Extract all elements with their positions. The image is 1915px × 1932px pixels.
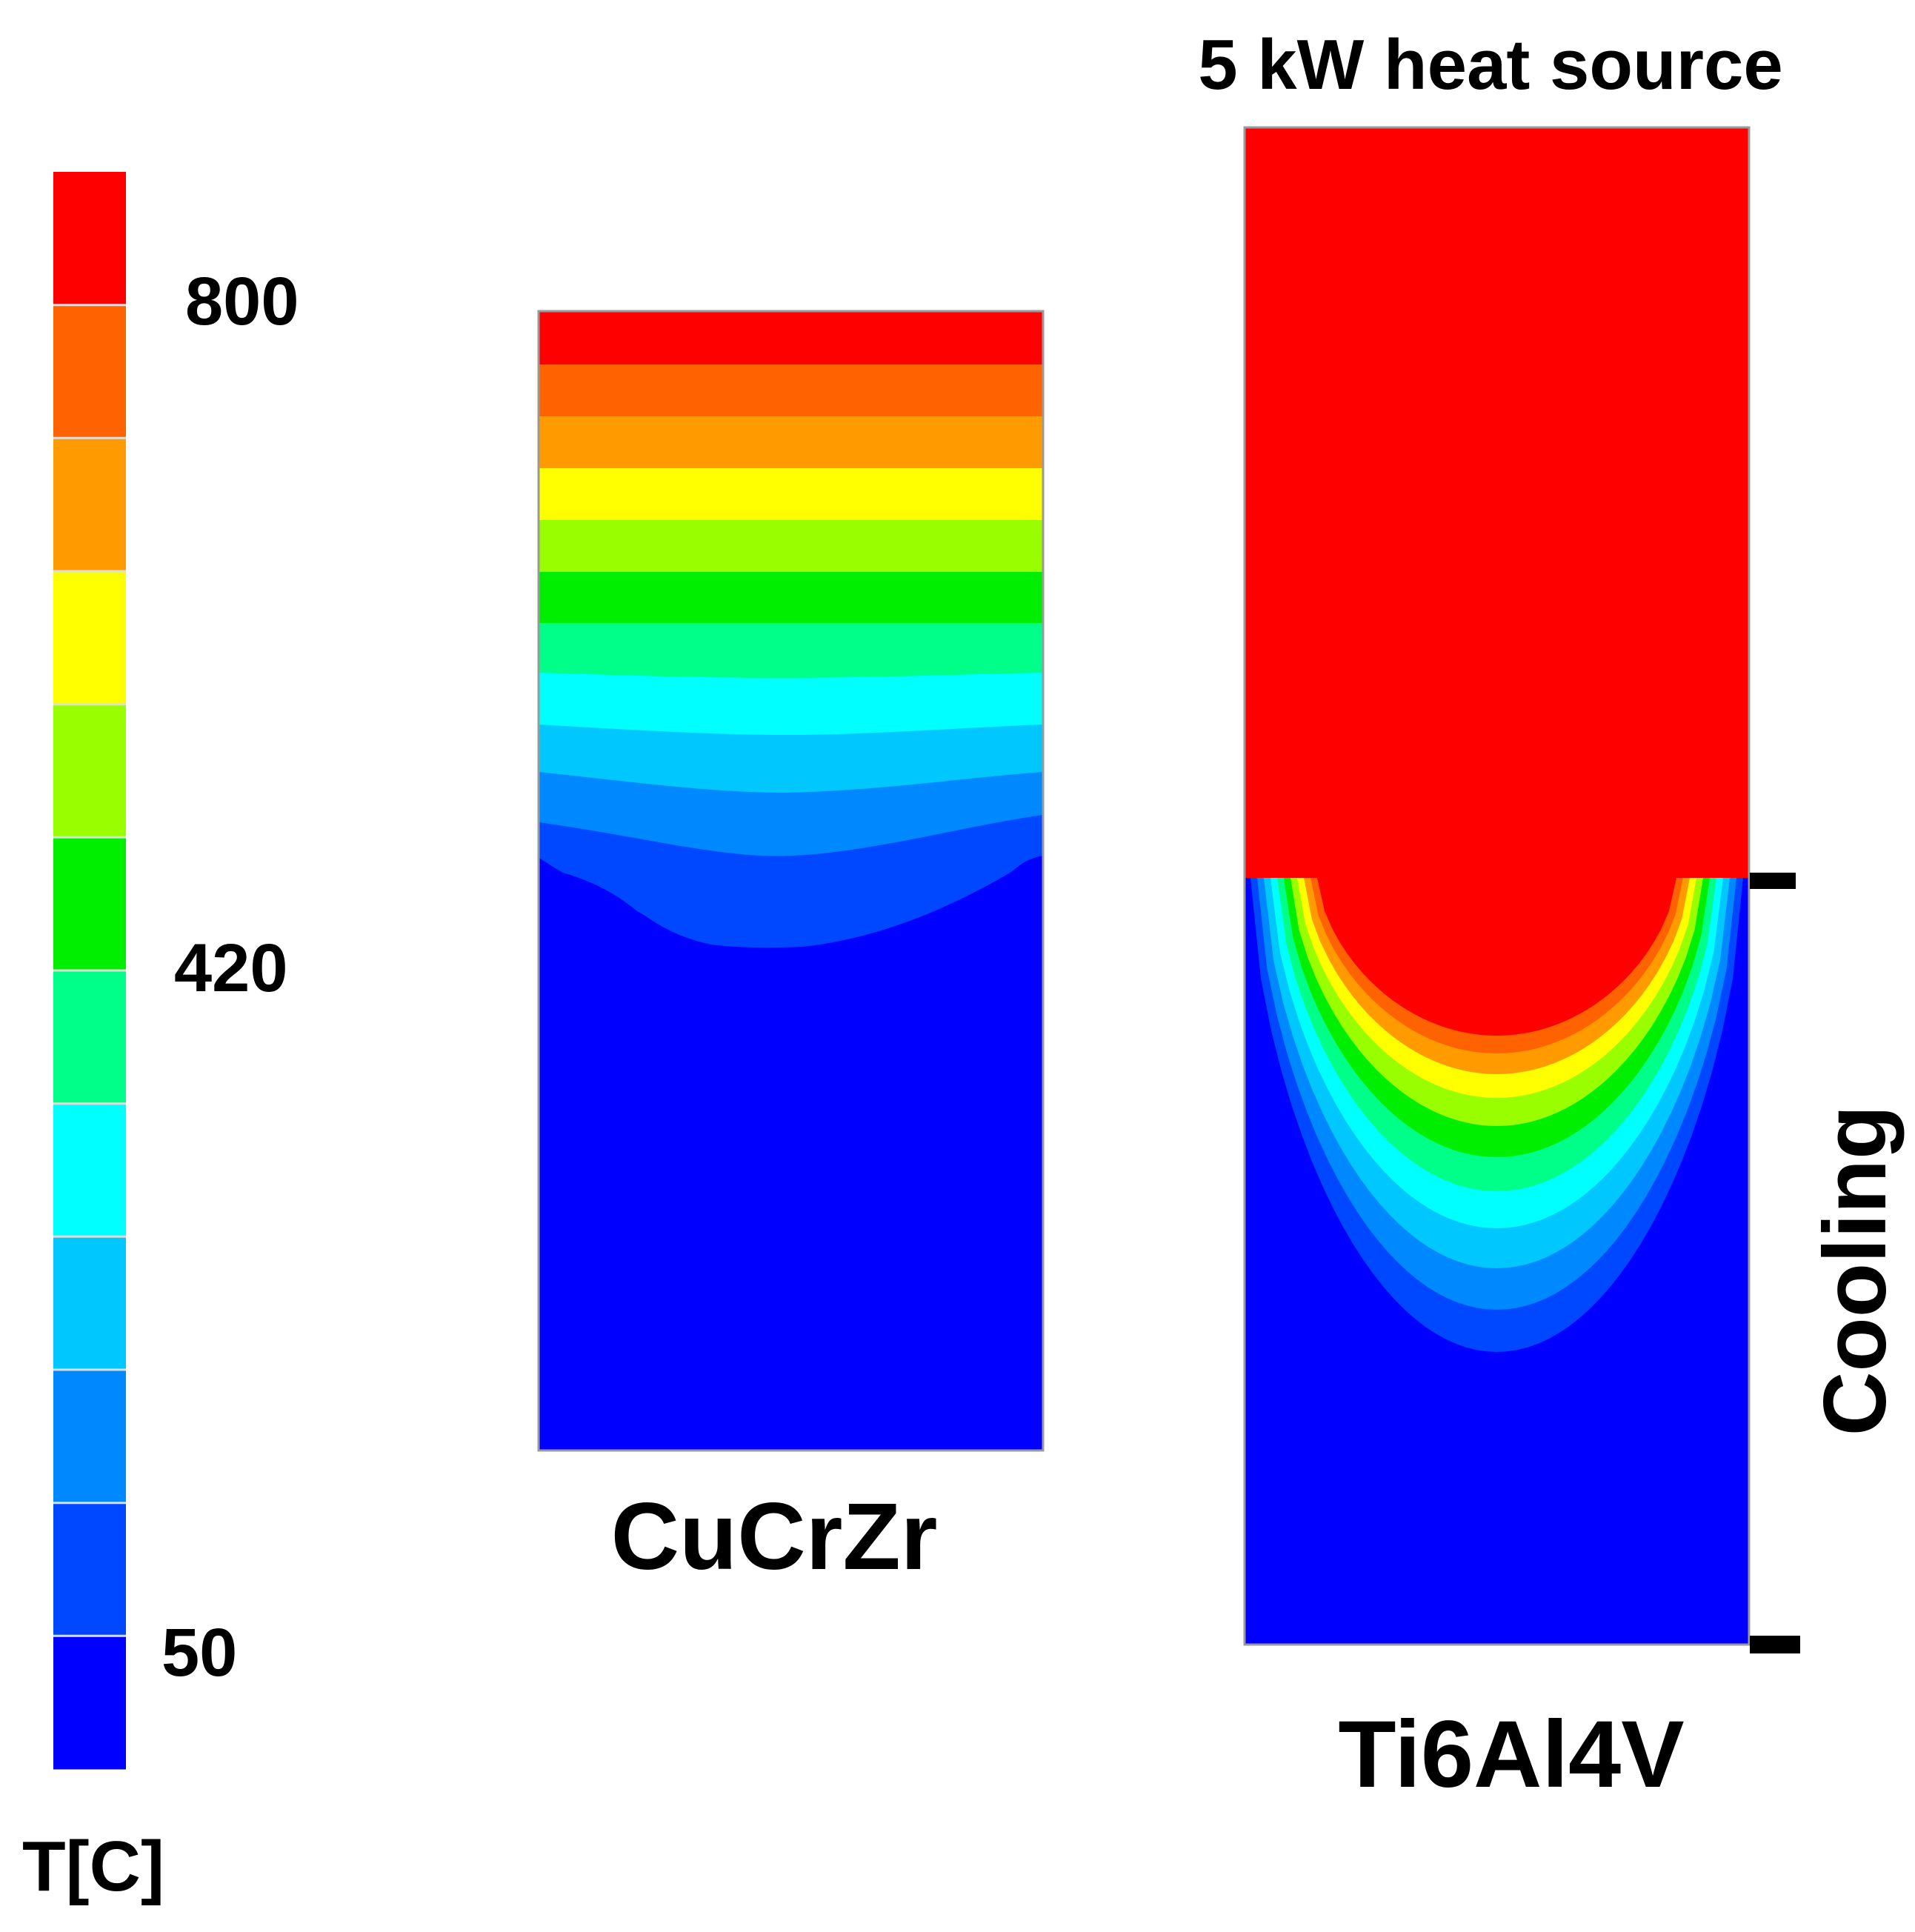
colorbar-band-7 (53, 1103, 126, 1237)
colorbar-band-3 (53, 571, 126, 705)
colorbar-band-9 (53, 1370, 126, 1504)
colorbar-unit-label: T[C] (22, 1827, 164, 1906)
colorbar-tick-800: 800 (185, 264, 299, 339)
colorbar-bands (53, 172, 126, 1770)
ti6al4v-label: Ti6Al4V (1338, 1702, 1684, 1808)
cooling-zone-top-marker (1750, 873, 1796, 889)
cucrzr-band-0 (539, 311, 1043, 364)
cooling-annotation: Cooling (1750, 873, 1905, 1653)
colorbar-band-0 (53, 172, 126, 306)
cucrzr-outline (537, 310, 1045, 1452)
cooling-label: Cooling (1805, 1105, 1905, 1436)
ti6al4v-band-0 (1245, 127, 1749, 1036)
cucrzr-contour-panel: CuCrZr (537, 310, 1045, 1590)
colorbar: 800 420 50 T[C] (22, 172, 299, 1906)
ti6al4v-outline (1243, 126, 1751, 1646)
colorbar-band-10 (53, 1502, 126, 1636)
colorbar-tick-50: 50 (161, 1615, 237, 1691)
colorbar-band-2 (53, 438, 126, 572)
colorbar-band-5 (53, 837, 126, 971)
colorbar-band-6 (53, 970, 126, 1105)
ti6al4v-contour-panel: 5 kW heat source Ti6Al4V (1198, 25, 1783, 1808)
colorbar-band-4 (53, 704, 126, 838)
colorbar-tick-420: 420 (174, 930, 288, 1006)
colorbar-band-1 (53, 304, 126, 439)
colorbar-band-11 (53, 1636, 126, 1770)
cucrzr-label: CuCrZr (611, 1484, 938, 1590)
colorbar-band-8 (53, 1236, 126, 1370)
cooling-zone-bottom-marker (1750, 1636, 1800, 1653)
heat-source-label: 5 kW heat source (1198, 25, 1783, 104)
